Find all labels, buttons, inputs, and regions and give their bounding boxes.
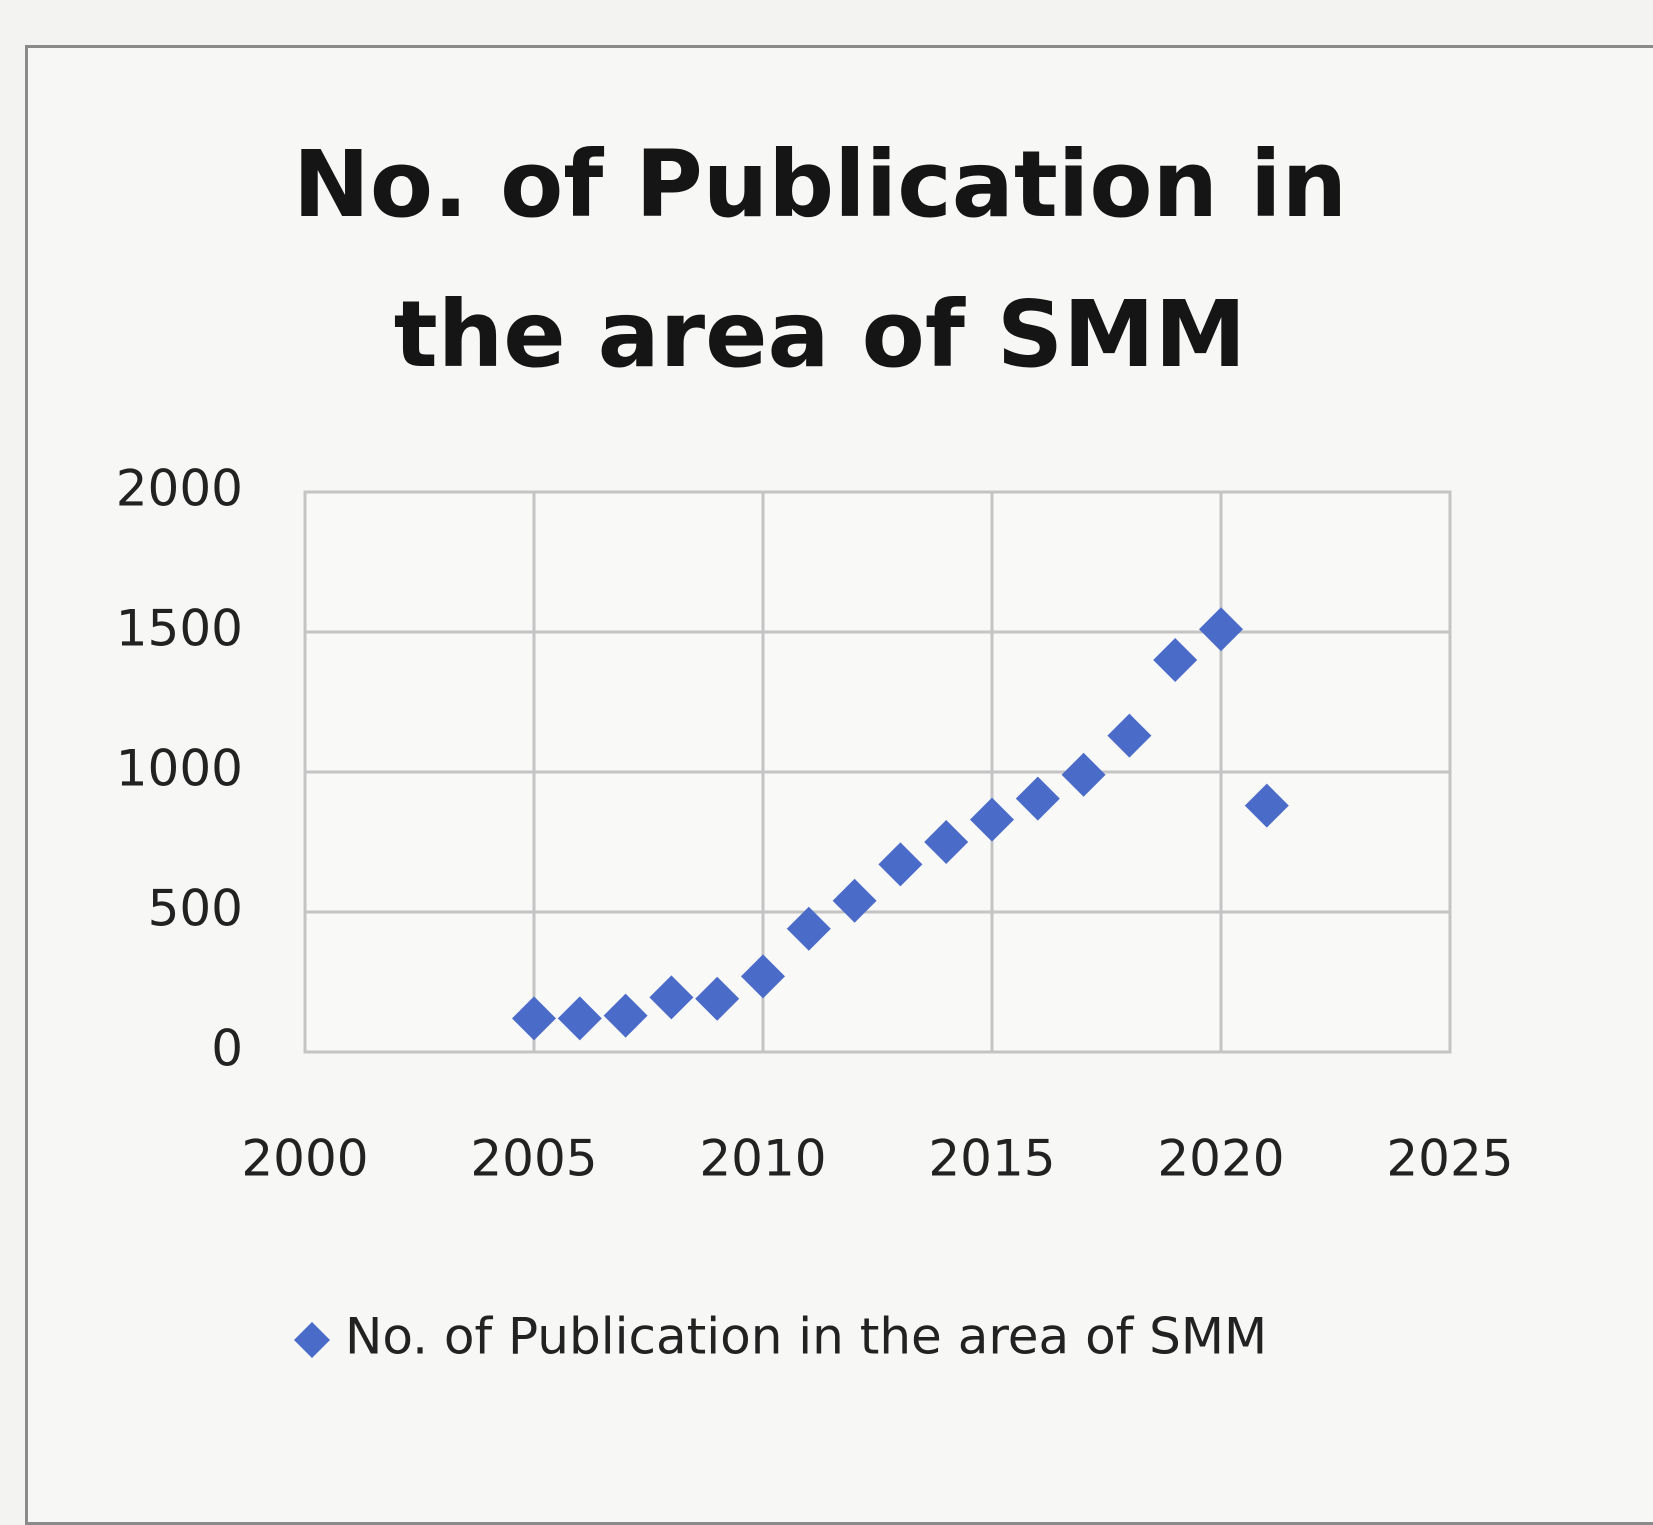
data-point xyxy=(878,842,923,887)
data-point xyxy=(1244,783,1289,828)
y-tick-label: 2000 xyxy=(116,460,243,518)
data-point xyxy=(603,993,648,1038)
y-tick-label: 1500 xyxy=(116,600,243,658)
data-point xyxy=(741,954,785,999)
x-tick-label: 2020 xyxy=(1157,1130,1284,1188)
data-point xyxy=(1107,713,1152,758)
x-tick-label: 2010 xyxy=(699,1130,826,1188)
data-point xyxy=(924,820,969,864)
data-point xyxy=(832,878,877,923)
chart-title: No. of Publication in the area of SMM xyxy=(292,131,1348,388)
data-point xyxy=(1061,752,1106,797)
y-tick-label: 500 xyxy=(148,880,243,938)
data-point xyxy=(1199,607,1243,652)
legend-marker xyxy=(294,1322,330,1358)
y-tick-label: 1000 xyxy=(116,740,243,798)
y-tick-label: 0 xyxy=(211,1020,243,1078)
x-tick-label: 2025 xyxy=(1386,1130,1513,1188)
data-point xyxy=(1153,638,1198,682)
x-tick-label: 2005 xyxy=(470,1130,597,1188)
data-point xyxy=(1015,776,1060,821)
x-tick-label: 2000 xyxy=(241,1130,368,1188)
data-point xyxy=(557,996,602,1041)
data-point xyxy=(512,996,556,1041)
data-point xyxy=(970,797,1014,842)
legend-label: No. of Publication in the area of SMM xyxy=(345,1308,1267,1366)
x-tick-label: 2015 xyxy=(928,1130,1055,1188)
data-point xyxy=(695,976,740,1021)
data-point xyxy=(649,975,694,1020)
data-point xyxy=(786,906,831,951)
